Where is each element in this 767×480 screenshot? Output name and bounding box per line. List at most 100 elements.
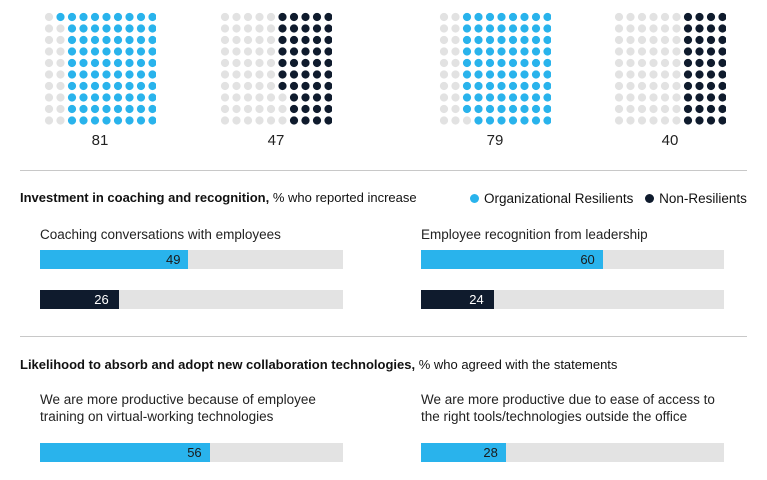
waffle-dot-filled	[102, 104, 111, 114]
waffle-dot-empty	[266, 81, 276, 91]
waffle-dot-filled	[474, 47, 483, 56]
waffle-dot-empty	[614, 93, 624, 102]
waffle-dot-filled	[718, 24, 726, 33]
waffle-dot-empty	[255, 93, 264, 102]
waffle-dot-filled	[543, 70, 551, 79]
waffle-dot-empty	[439, 35, 449, 45]
waffle-dot-empty	[626, 47, 635, 56]
waffle-dot-empty	[220, 93, 230, 102]
legend-label-resilient: Organizational Resilients	[484, 191, 634, 206]
waffle-dot-empty	[439, 81, 449, 91]
waffle-dot-filled	[683, 12, 693, 22]
waffle-dot-filled	[706, 116, 716, 125]
waffle-dot-filled	[474, 70, 483, 79]
waffle-dot-filled	[56, 12, 65, 22]
legend-item-resilient: Organizational Resilients	[470, 191, 633, 206]
waffle-dot-filled	[695, 47, 704, 56]
waffle-dot-filled	[90, 81, 100, 91]
waffle-dot-empty	[637, 70, 647, 79]
waffle-dot-empty	[660, 70, 670, 79]
waffle-dot-empty	[451, 47, 460, 56]
waffle-dot-filled	[90, 24, 100, 33]
waffle-dot-empty	[637, 47, 647, 56]
waffle-dot-filled	[683, 70, 693, 79]
waffle-dot-filled	[278, 12, 287, 22]
waffle-dot-filled	[301, 35, 310, 45]
waffle-dot-empty	[266, 70, 276, 79]
waffle-dot-filled	[462, 58, 472, 68]
waffle-dot-filled	[531, 35, 541, 45]
waffle-dot-filled	[520, 116, 529, 125]
waffle-value-1: 81	[91, 132, 109, 149]
legend: Organizational Resilients Non-Resilients	[470, 191, 755, 206]
waffle-dot-filled	[102, 47, 111, 56]
waffle-dot-filled	[148, 116, 156, 125]
waffle-dot-empty	[266, 24, 276, 33]
waffle-dot-filled	[113, 58, 123, 68]
waffle-dot-empty	[626, 81, 635, 91]
waffle-dot-filled	[718, 93, 726, 102]
waffle-dot-empty	[614, 81, 624, 91]
waffle-dot-filled	[136, 116, 146, 125]
waffle-dot-filled	[497, 70, 506, 79]
bar-recognition-resilient	[421, 250, 603, 269]
waffle-dot-empty	[637, 104, 647, 114]
waffle-dot-filled	[136, 24, 146, 33]
waffle-dot-empty	[637, 93, 647, 102]
waffle-dot-empty	[614, 24, 624, 33]
waffle-dot-empty	[637, 24, 647, 33]
waffle-dot-filled	[67, 70, 77, 79]
waffle-dot-empty	[44, 35, 54, 45]
waffle-dot-empty	[439, 58, 449, 68]
waffle-dot-filled	[497, 58, 506, 68]
waffle-dot-filled	[706, 24, 716, 33]
waffle-dot-filled	[683, 58, 693, 68]
waffle-dot-filled	[474, 93, 483, 102]
waffle-dot-filled	[520, 58, 529, 68]
waffle-dot-filled	[531, 24, 541, 33]
waffle-dot-filled	[508, 116, 518, 125]
waffle-dot-filled	[148, 58, 156, 68]
waffle-dot-filled	[718, 47, 726, 56]
waffle-dot-filled	[474, 116, 483, 125]
waffle-dot-filled	[125, 81, 134, 91]
waffle-dot-empty	[637, 12, 647, 22]
waffle-dot-empty	[649, 93, 658, 102]
waffle-dot-filled	[683, 24, 693, 33]
waffle-dot-filled	[289, 58, 299, 68]
waffle-dot-empty	[614, 35, 624, 45]
waffle-dot-filled	[508, 24, 518, 33]
waffle-dot-filled	[474, 35, 483, 45]
waffle-dot-filled	[125, 93, 134, 102]
waffle-dot-empty	[232, 81, 241, 91]
waffle-dot-filled	[125, 104, 134, 114]
waffle-dot-filled	[462, 12, 472, 22]
waffle-svg-1	[44, 12, 156, 125]
waffle-dot-filled	[520, 81, 529, 91]
waffle-dot-filled	[136, 47, 146, 56]
waffle-dot-filled	[324, 24, 332, 33]
waffle-dot-filled	[79, 81, 88, 91]
waffle-dot-filled	[543, 116, 551, 125]
waffle-dot-filled	[324, 81, 332, 91]
waffle-dot-filled	[520, 70, 529, 79]
waffle-dot-filled	[695, 35, 704, 45]
waffle-dot-filled	[683, 104, 693, 114]
waffle-dot-empty	[451, 70, 460, 79]
waffle-dot-filled	[278, 58, 287, 68]
waffle-dot-filled	[683, 81, 693, 91]
waffle-dot-empty	[637, 35, 647, 45]
waffle-dot-filled	[148, 81, 156, 91]
waffle-dot-filled	[67, 12, 77, 22]
waffle-dot-filled	[148, 93, 156, 102]
waffle-dot-filled	[543, 35, 551, 45]
waffle-dot-filled	[102, 24, 111, 33]
divider-1	[20, 170, 747, 171]
waffle-dot-empty	[649, 70, 658, 79]
waffle-dot-empty	[232, 12, 241, 22]
waffle-dot-filled	[301, 12, 310, 22]
bar-label-training-line2: training on virtual-working technologies	[40, 409, 274, 424]
waffle-dot-filled	[312, 81, 322, 91]
waffle-dot-filled	[695, 58, 704, 68]
waffle-dot-empty	[614, 116, 624, 125]
